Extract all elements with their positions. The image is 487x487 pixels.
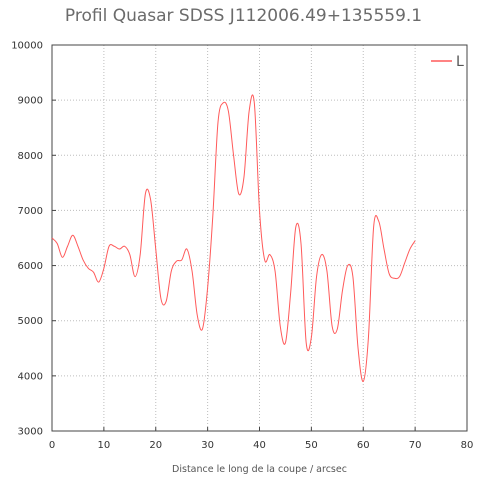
x-tick-label: 60 (357, 440, 370, 451)
series-line-l (51, 94, 416, 382)
y-tick-label: 6000 (18, 261, 43, 272)
legend-label-l: L (456, 54, 464, 70)
x-tick-label: 50 (305, 440, 318, 451)
x-axis-ticks: 0 10 20 30 40 50 60 70 80 (49, 427, 474, 451)
y-tick-label: 3000 (18, 427, 43, 438)
y-tick-label: 5000 (18, 316, 43, 327)
x-tick-label: 20 (149, 440, 162, 451)
legend: L (431, 54, 464, 70)
grid-lines (52, 45, 467, 431)
x-tick-label: 10 (98, 440, 111, 451)
y-tick-label: 10000 (11, 41, 43, 52)
x-tick-label: 30 (201, 440, 214, 451)
y-tick-label: 9000 (18, 96, 43, 107)
x-tick-label: 70 (409, 440, 422, 451)
y-tick-label: 4000 (18, 371, 43, 382)
y-tick-label: 8000 (18, 151, 43, 162)
chart-title: Profil Quasar SDSS J112006.49+135559.1 (64, 6, 423, 26)
x-axis-label: Distance le long de la coupe / arcsec (172, 464, 347, 475)
y-axis-ticks: 3000 4000 5000 6000 7000 8000 9000 10000 (11, 41, 56, 438)
x-tick-label: 40 (253, 440, 266, 451)
y-tick-label: 7000 (18, 206, 43, 217)
x-tick-label: 80 (461, 440, 474, 451)
x-tick-label: 0 (49, 440, 55, 451)
